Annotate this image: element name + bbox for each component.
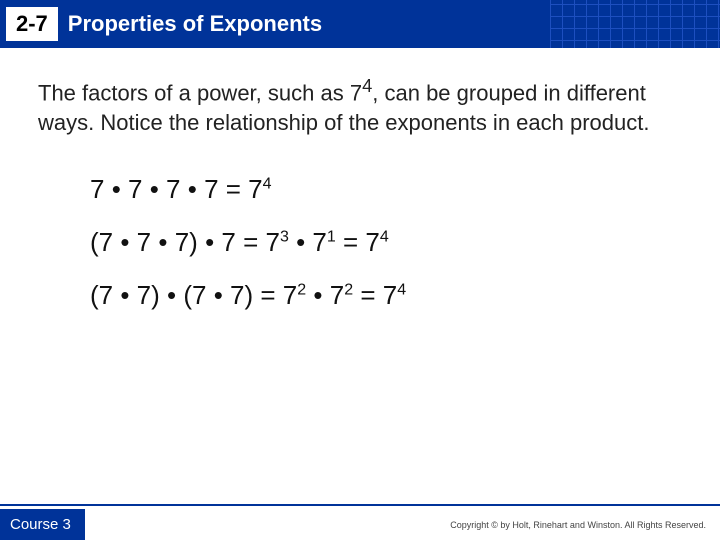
dot-operator: •	[150, 174, 159, 204]
exponent: 4	[397, 281, 406, 298]
footer-divider	[0, 504, 720, 506]
course-badge: Course 3	[0, 509, 85, 540]
section-number: 2-7	[16, 11, 48, 36]
eq-text: 7	[129, 227, 158, 257]
content-area: The factors of a power, such as 74, can …	[0, 48, 720, 311]
dot-operator: •	[205, 227, 214, 257]
copyright-text: Copyright © by Holt, Rinehart and Winsto…	[450, 520, 706, 530]
exponent: 3	[280, 228, 289, 245]
intro-sup: 4	[362, 75, 372, 96]
dot-operator: •	[214, 280, 223, 310]
eq-text: (7	[176, 280, 214, 310]
course-label: Course 3	[10, 516, 71, 533]
dot-operator: •	[167, 280, 176, 310]
eq-text: 7 = 7	[197, 174, 263, 204]
eq-text: 7)	[167, 227, 205, 257]
header-grid-decoration	[550, 0, 720, 48]
eq-text: (7	[90, 280, 120, 310]
eq-text: 7	[121, 174, 150, 204]
equation-line: 7 • 7 • 7 • 7 = 74	[90, 174, 682, 205]
dot-operator: •	[188, 174, 197, 204]
header-bar: 2-7 Properties of Exponents	[0, 0, 720, 48]
equation-line: (7 • 7 • 7) • 7 = 73 • 71 = 74	[90, 227, 682, 258]
exponent: 1	[327, 228, 336, 245]
eq-text: 7	[305, 227, 327, 257]
eq-text: 7	[323, 280, 345, 310]
eq-text: = 7	[353, 280, 397, 310]
eq-text: = 7	[336, 227, 380, 257]
intro-paragraph: The factors of a power, such as 74, can …	[38, 74, 682, 138]
eq-text: 7 = 7	[214, 227, 280, 257]
eq-text: (7	[90, 227, 120, 257]
exponent: 2	[344, 281, 353, 298]
eq-text: 7	[90, 174, 112, 204]
dot-operator: •	[112, 174, 121, 204]
header-title: Properties of Exponents	[68, 11, 322, 37]
exponent: 4	[263, 175, 272, 192]
dot-operator: •	[313, 280, 322, 310]
equation-line: (7 • 7) • (7 • 7) = 72 • 72 = 74	[90, 280, 682, 311]
eq-text: 7) = 7	[223, 280, 297, 310]
intro-before: The factors of a power, such as 7	[38, 80, 362, 105]
equations-block: 7 • 7 • 7 • 7 = 74(7 • 7 • 7) • 7 = 73 •…	[90, 174, 682, 311]
eq-text: 7	[159, 174, 188, 204]
section-number-badge: 2-7	[6, 7, 58, 41]
dot-operator: •	[296, 227, 305, 257]
exponent: 4	[380, 228, 389, 245]
eq-text: 7)	[129, 280, 167, 310]
eq-text	[289, 227, 296, 257]
exponent: 2	[297, 281, 306, 298]
